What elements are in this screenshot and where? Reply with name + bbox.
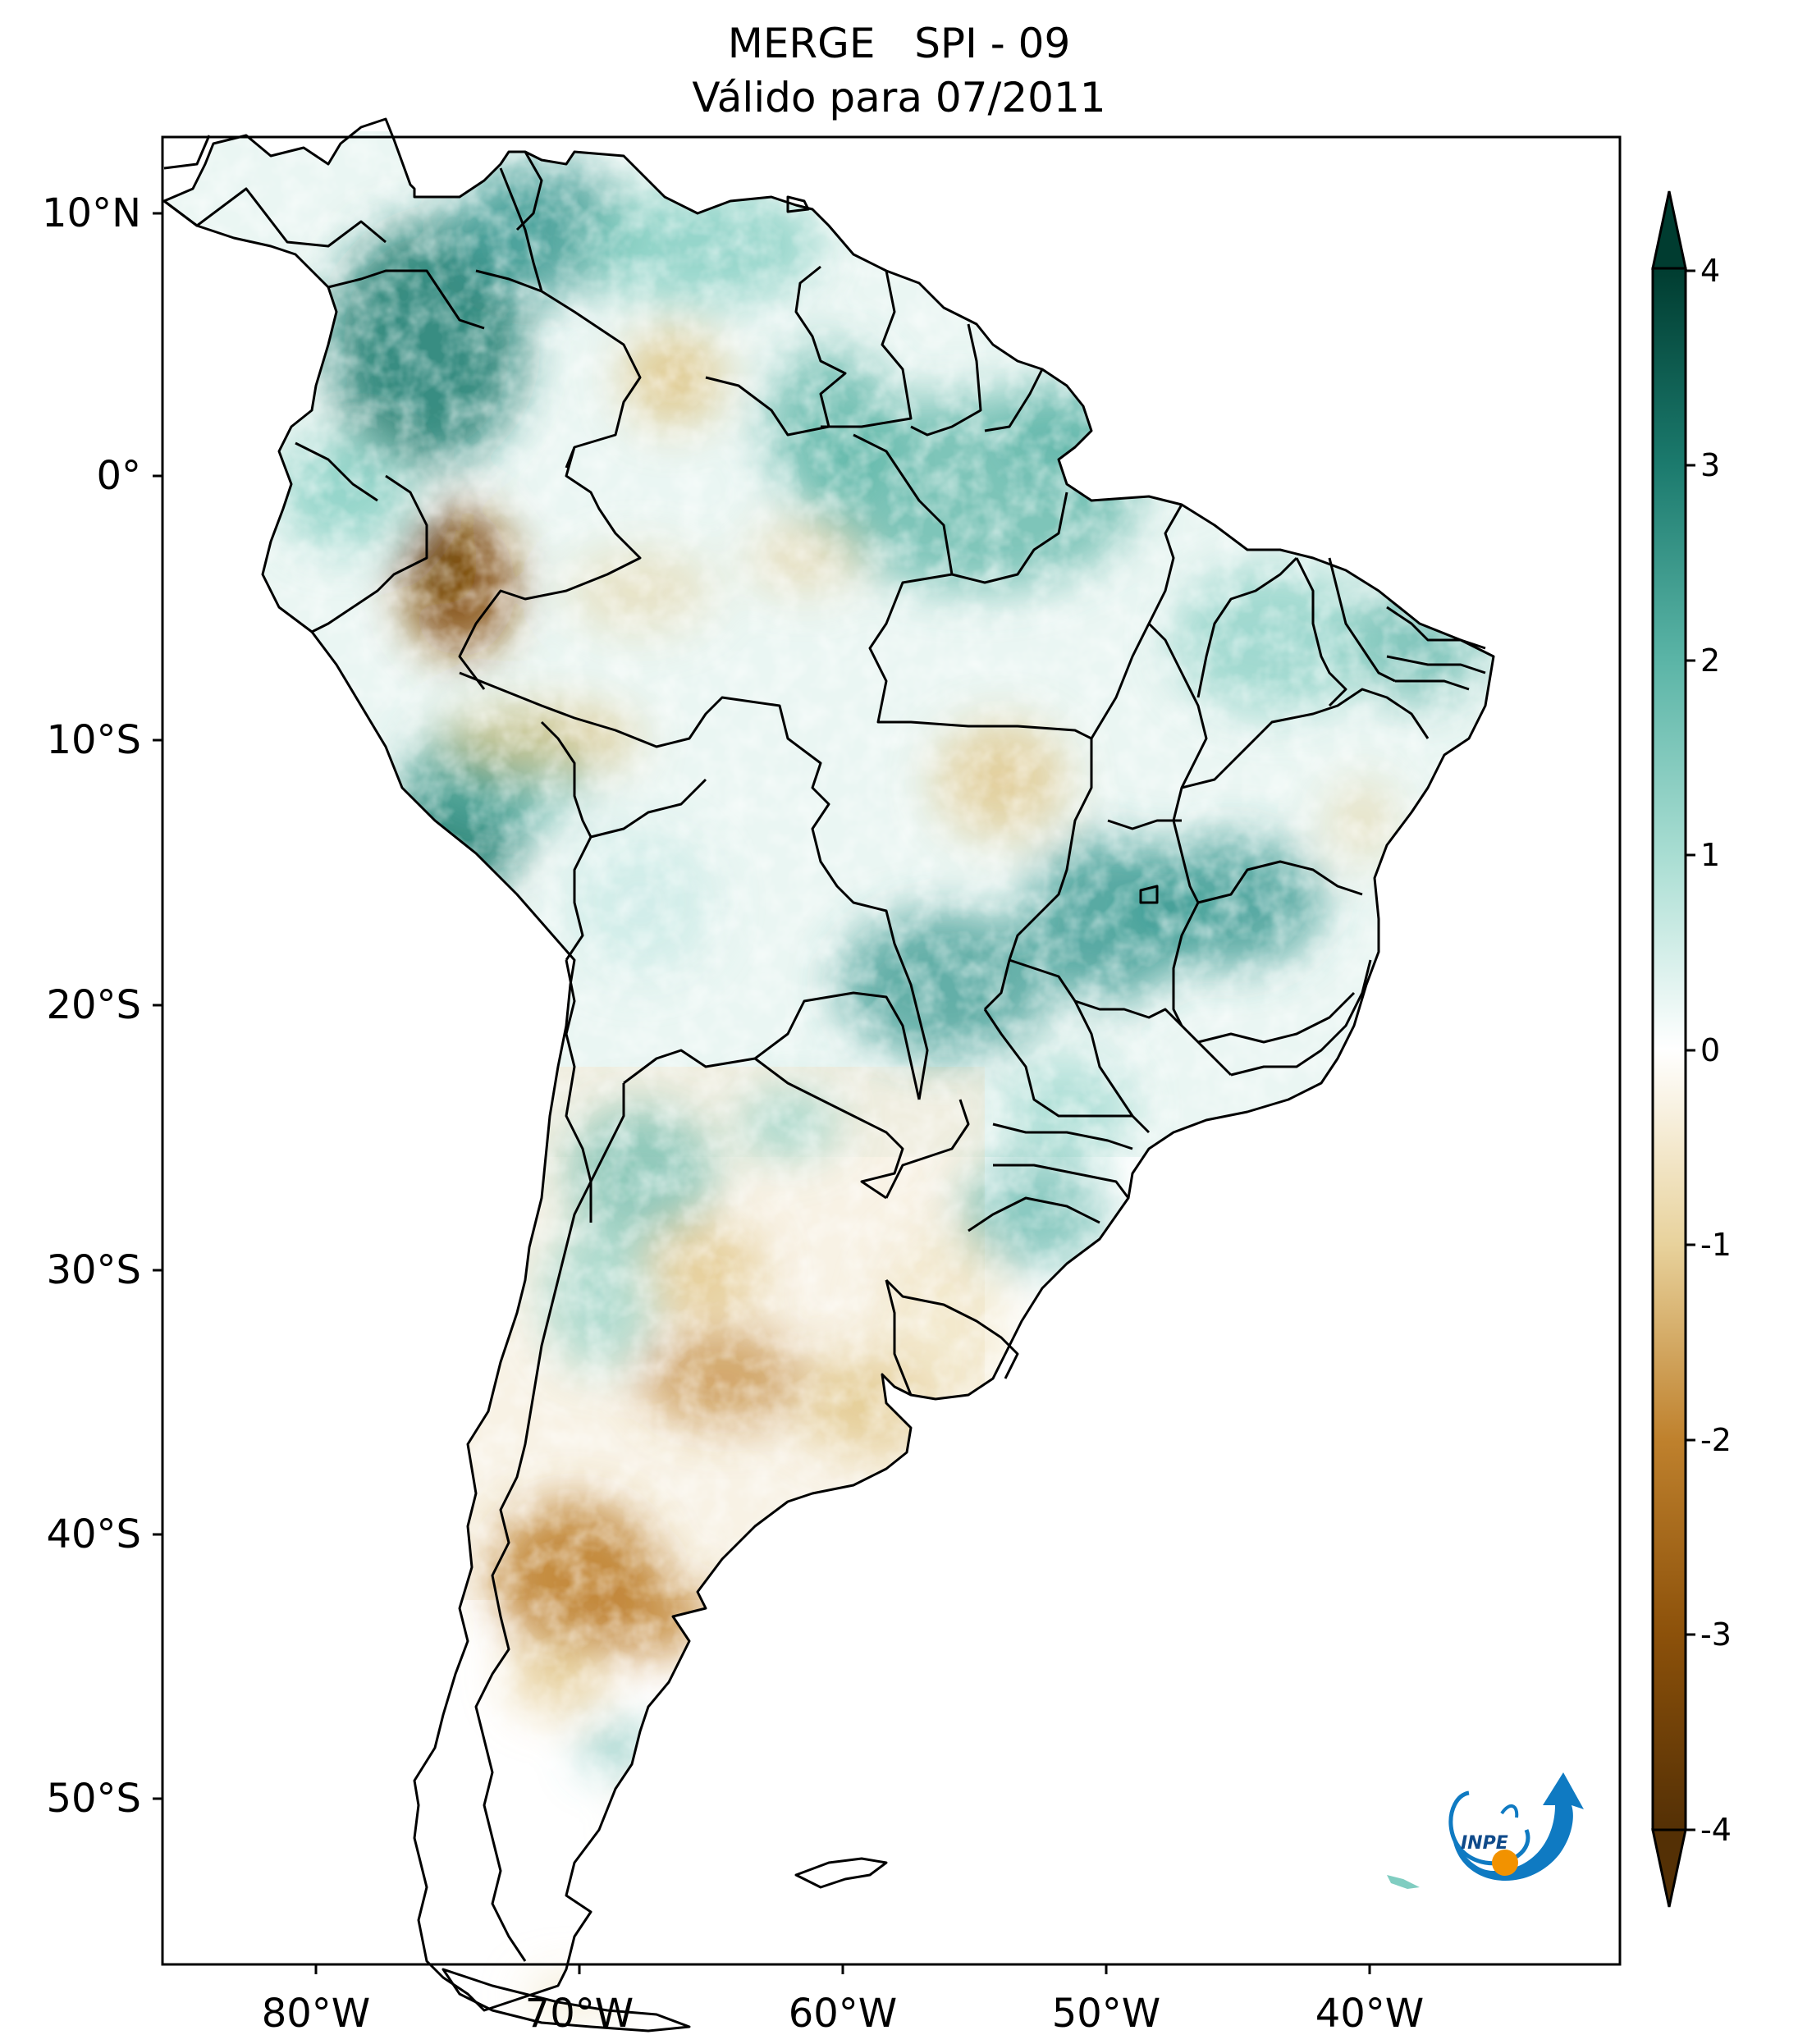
colorbar-min-extend — [1651, 1828, 1687, 1908]
lat-tick-label: 30°S — [46, 1247, 141, 1293]
title-line-2: Válido para 07/2011 — [692, 74, 1106, 121]
lon-tick-label: 60°W — [789, 1991, 898, 2037]
colorbar-tick-label: 2 — [1700, 642, 1720, 679]
lat-tick-label: 0° — [96, 453, 141, 499]
colorbar-tick-label: -1 — [1700, 1227, 1732, 1263]
title-line-1: MERGE SPI - 09 — [727, 20, 1071, 67]
colorbar-tick-label: 0 — [1700, 1032, 1720, 1068]
lat-tick-marks — [153, 212, 162, 1800]
lon-tick-label: 80°W — [262, 1991, 371, 2037]
colorbar-max-extend — [1651, 190, 1687, 270]
colorbar-tick-label: 4 — [1700, 253, 1720, 289]
lat-tick-labels: 10°N 0° 10°S 20°S 30°S 40°S 50°S — [42, 190, 141, 1822]
lon-tick-labels: 80°W 70°W 60°W 50°W 40°W — [262, 1991, 1425, 2037]
south-georgia — [1387, 1875, 1420, 1889]
colorbar-tick-label: -2 — [1700, 1422, 1732, 1458]
lon-tick-marks — [314, 1964, 1371, 1974]
logo-orbit-icon — [1448, 1790, 1530, 1866]
logo-arrow-icon — [1453, 1772, 1584, 1882]
map-frame — [161, 135, 1622, 1966]
logo-text: INPE — [1461, 1833, 1508, 1854]
lon-tick-label: 50°W — [1052, 1991, 1161, 2037]
colorbar-tick-label: -3 — [1700, 1616, 1732, 1653]
lat-tick-label: 40°S — [46, 1511, 141, 1557]
colorbar-ramp — [1651, 267, 1687, 1831]
map-title: MERGE SPI - 09 Válido para 07/2011 — [0, 16, 1798, 125]
lon-tick-label: 70°W — [525, 1991, 634, 2037]
logo-sun-icon — [1492, 1850, 1518, 1876]
lon-tick-label: 40°W — [1315, 1991, 1425, 2037]
borders — [162, 117, 1495, 2033]
colorbar: 4 3 2 1 0 -1 -2 -3 -4 — [1651, 190, 1732, 1908]
colorbar-tick-label: 3 — [1700, 447, 1720, 483]
colorbar-tick-label: -4 — [1700, 1812, 1732, 1848]
lat-tick-label: 50°S — [46, 1776, 141, 1822]
colorbar-tick-label: 1 — [1700, 837, 1720, 873]
lat-tick-label: 20°S — [46, 982, 141, 1028]
lat-tick-label: 10°S — [46, 717, 141, 763]
inpe-logo: INPE — [1448, 1772, 1584, 1882]
lat-tick-label: 10°N — [42, 190, 141, 236]
